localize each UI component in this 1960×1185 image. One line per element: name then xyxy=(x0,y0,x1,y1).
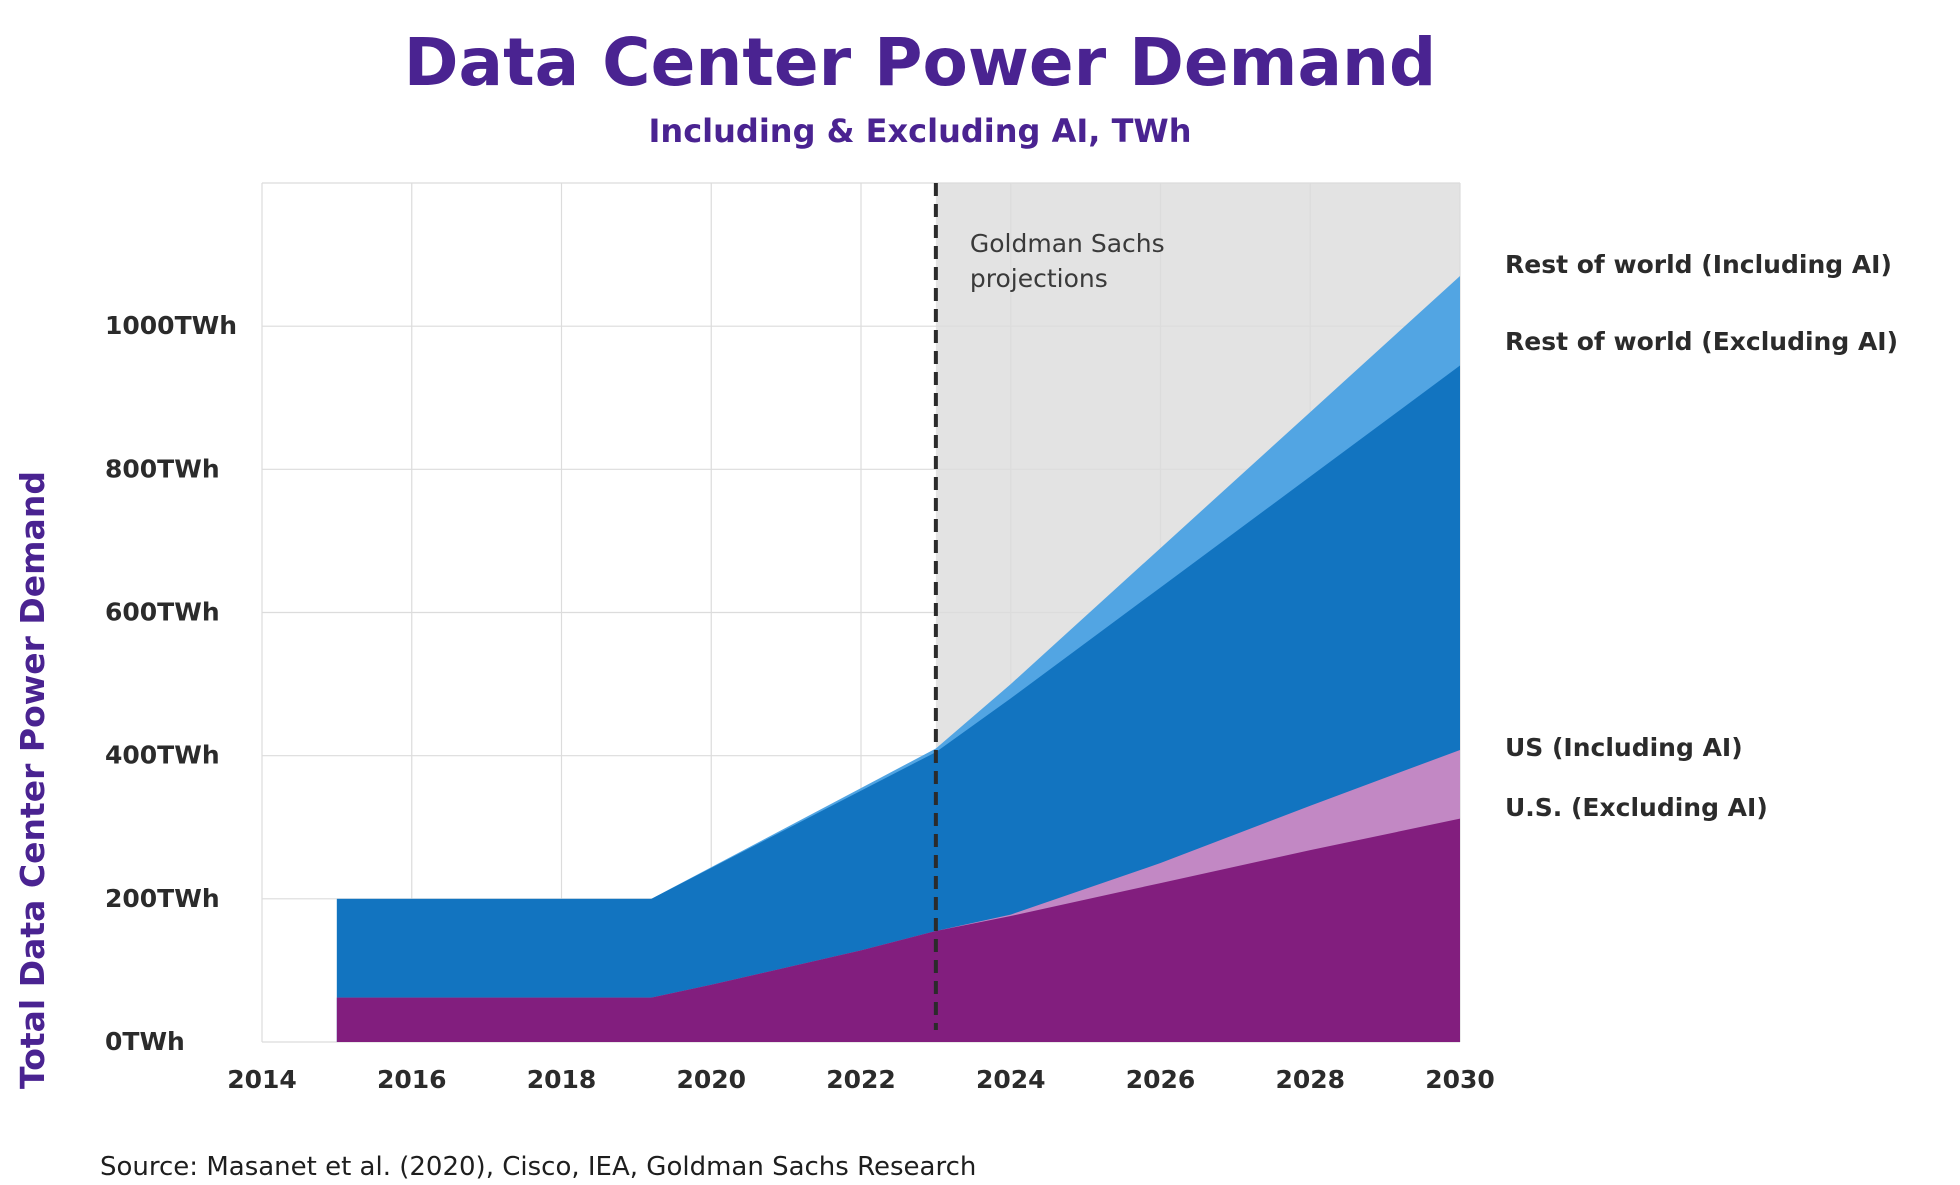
x-tick-label: 2016 xyxy=(377,1065,447,1094)
y-tick-label: 600TWh xyxy=(105,598,220,627)
y-tick-label: 800TWh xyxy=(105,454,220,483)
y-tick-label: 1000TWh xyxy=(105,311,237,340)
chart-subtitle: Including & Excluding AI, TWh xyxy=(649,112,1192,150)
chart-title: Data Center Power Demand xyxy=(404,24,1436,101)
y-tick-label: 200TWh xyxy=(105,884,220,913)
x-tick-label: 2014 xyxy=(227,1065,297,1094)
series-label: Rest of world (Excluding AI) xyxy=(1505,327,1898,356)
x-tick-label: 2022 xyxy=(826,1065,896,1094)
x-tick-label: 2030 xyxy=(1425,1065,1495,1094)
x-tick-label: 2020 xyxy=(676,1065,746,1094)
series-label: U.S. (Excluding AI) xyxy=(1505,793,1768,822)
x-tick-label: 2026 xyxy=(1126,1065,1196,1094)
y-tick-label: 0TWh xyxy=(105,1027,185,1056)
plot-area: Goldman Sachs projections 2014 2016 2018 2020… xyxy=(105,182,1898,1094)
series-label: US (Including AI) xyxy=(1505,733,1743,762)
y-axis-label: Total Data Center Power Demand xyxy=(13,471,52,1089)
source-note: Source: Masanet et al. (2020), Cisco, IE… xyxy=(100,1152,976,1182)
area-u-s-excluding-ai xyxy=(336,818,1460,1042)
y-tick-label: 400TWh xyxy=(105,741,220,770)
x-tick-label: 2028 xyxy=(1275,1065,1345,1094)
x-tick-label: 2018 xyxy=(527,1065,597,1094)
series-label: Rest of world (Including AI) xyxy=(1505,250,1892,279)
projection-note-line1: Goldman Sachs xyxy=(970,229,1165,258)
x-tick-label: 2024 xyxy=(976,1065,1046,1094)
projection-note-line2: projections xyxy=(970,264,1108,293)
